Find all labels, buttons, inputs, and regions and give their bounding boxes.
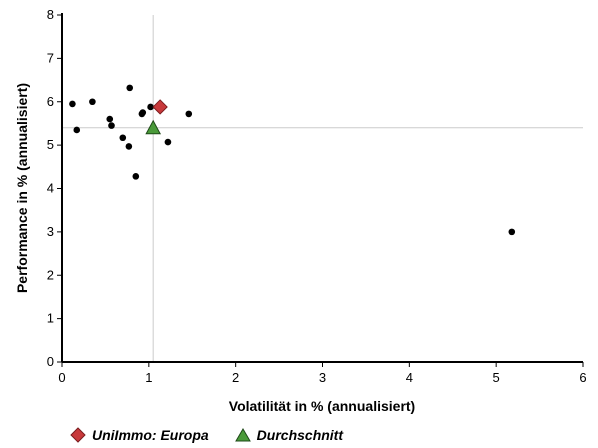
tick-labels: 0 1 2 3 4 5 6 0 1 2 3 4 5 6 7 8	[47, 7, 587, 385]
data-point-durchschnitt	[145, 119, 162, 135]
legend-item-uniimmo: UniImmo: Europa	[70, 427, 209, 443]
data-point	[69, 100, 76, 108]
y-tick-label: 7	[47, 50, 54, 65]
x-axis-title: Volatilität in % (annualisiert)	[229, 398, 415, 414]
data-point	[164, 138, 172, 146]
data-point-uniimmo	[152, 99, 168, 115]
data-point	[125, 143, 133, 150]
legend-item-durchschnitt: Durchschnitt	[234, 427, 344, 443]
y-tick-label: 1	[47, 311, 54, 326]
data-point	[73, 126, 81, 134]
data-point	[108, 122, 115, 129]
legend: UniImmo: Europa Durchschnitt	[70, 425, 369, 445]
x-tick-label: 5	[493, 370, 500, 385]
x-tick-label: 4	[406, 370, 413, 385]
y-tick-label: 4	[47, 181, 54, 196]
y-axis-title: Performance in % (annualisiert)	[14, 83, 30, 293]
data-point	[185, 110, 193, 118]
tick-marks	[57, 14, 584, 367]
x-tick-label: 3	[319, 370, 326, 385]
data-point	[119, 134, 127, 142]
x-tick-label: 1	[145, 370, 152, 385]
data-point	[106, 115, 114, 123]
axes	[61, 13, 583, 363]
data-point	[139, 109, 147, 116]
data-point	[89, 98, 96, 106]
diamond-icon	[70, 427, 86, 443]
y-tick-label: 6	[47, 94, 54, 109]
data-point	[147, 103, 154, 111]
data-points	[69, 84, 516, 236]
triangle-icon	[234, 428, 251, 442]
x-tick-label: 6	[579, 370, 586, 385]
y-tick-label: 0	[47, 354, 54, 369]
legend-label-durchschnitt: Durchschnitt	[256, 427, 344, 443]
data-point	[126, 84, 134, 92]
y-tick-label: 5	[47, 137, 54, 152]
y-tick-label: 2	[47, 267, 54, 282]
legend-label-uniimmo: UniImmo: Europa	[92, 427, 209, 443]
x-tick-label: 2	[232, 370, 239, 385]
reference-lines	[62, 15, 583, 362]
data-point	[508, 228, 516, 236]
y-tick-label: 8	[47, 7, 54, 22]
x-tick-label: 0	[58, 370, 65, 385]
y-tick-label: 3	[47, 224, 54, 239]
data-point	[132, 173, 140, 180]
